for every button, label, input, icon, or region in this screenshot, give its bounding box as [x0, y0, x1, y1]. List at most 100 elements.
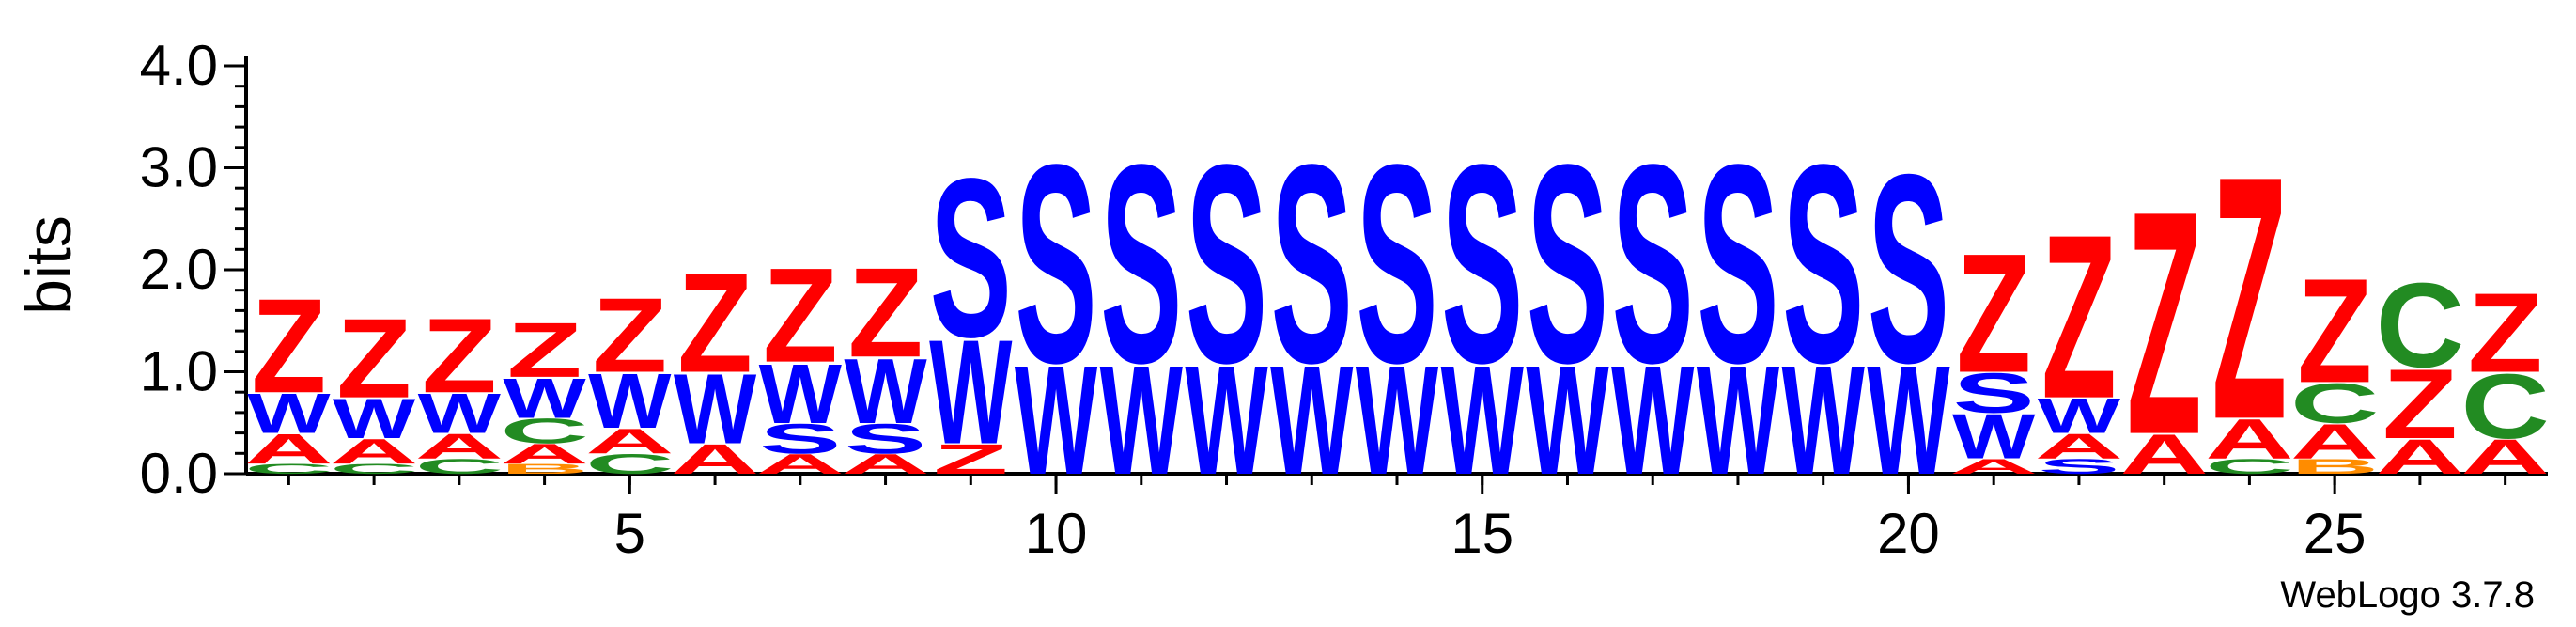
logo-glyph-S: S — [759, 415, 841, 462]
logo-column: WS — [1100, 107, 1183, 508]
y-tick-label: 0.0 — [140, 442, 218, 505]
logo-glyph-Z: Z — [336, 294, 411, 421]
y-tick-label: 2.0 — [140, 238, 218, 301]
logo-glyph-C: C — [500, 412, 588, 451]
logo-glyph-W: W — [418, 382, 502, 445]
logo-glyph-S: S — [1953, 361, 2035, 424]
logo-column: AWZ — [671, 243, 759, 483]
x-tick-label: 15 — [1451, 502, 1513, 565]
logo-glyph-W: W — [588, 357, 672, 445]
logo-glyph-S: S — [1186, 107, 1267, 423]
logo-glyph-C: C — [2290, 371, 2379, 434]
logo-glyph-W: W — [1952, 401, 2036, 473]
logo-glyph-S: S — [1015, 107, 1096, 423]
logo-glyph-S: S — [1527, 107, 1608, 423]
logo-glyph-A: A — [500, 438, 588, 470]
logo-glyph-W: W — [1526, 333, 1608, 508]
logo-glyph-C: C — [415, 455, 504, 478]
logo-glyph-S: S — [1697, 107, 1778, 423]
logo-glyph-S: S — [1868, 119, 1949, 419]
logo-glyph-W: W — [674, 354, 757, 464]
y-tick-label: 4.0 — [140, 34, 218, 97]
logo-glyph-C: C — [330, 461, 418, 477]
y-axis: 0.0 1.0 2.0 3.0 4.0 — [140, 34, 248, 505]
logo-column: WS — [1611, 107, 1694, 508]
logo-glyph-A: A — [585, 422, 674, 462]
logo-glyph-Z: Z — [677, 243, 753, 402]
logo-glyph-S: S — [845, 415, 926, 462]
logo-glyph-A: A — [1949, 455, 2038, 478]
logo-glyph-W: W — [844, 340, 927, 443]
logo-glyph-W: W — [1867, 333, 1949, 508]
logo-glyph-C: C — [2376, 259, 2464, 392]
logo-glyph-W: W — [2038, 388, 2121, 444]
logo-column: ACZ — [2460, 269, 2549, 484]
y-tick-label: 3.0 — [140, 136, 218, 199]
logo-glyph-S: S — [1612, 107, 1694, 423]
logo-glyph-Z: Z — [2468, 269, 2543, 396]
logo-glyph-Z: Z — [763, 241, 838, 391]
logo-glyph-A: A — [244, 425, 333, 473]
x-axis: 5 10 15 20 25 — [246, 472, 2548, 565]
logo-glyph-S: S — [1100, 107, 1182, 423]
logo-glyph-W: W — [1611, 333, 1694, 508]
logo-column: WS — [1015, 107, 1097, 508]
logo-glyph-A: A — [2205, 407, 2293, 470]
weblogo-credit: WebLogo 3.7.8 — [2280, 574, 2535, 616]
logo-glyph-Z: Z — [251, 272, 326, 422]
logo-glyph-A: A — [2035, 427, 2123, 466]
logo-glyph-W: W — [1100, 333, 1183, 508]
logo-column: AZ — [2119, 145, 2208, 501]
logo-glyph-Z: Z — [933, 435, 1008, 483]
logo-glyph-C: C — [2460, 355, 2549, 458]
logo-column: CAZ — [2205, 103, 2293, 492]
logo-glyph-W: W — [1270, 333, 1353, 508]
logo-glyph-Z: Z — [848, 242, 923, 384]
logo-column: WS — [1185, 107, 1267, 508]
logo-glyph-Z: Z — [507, 307, 582, 394]
logo-column: WS — [1867, 119, 1949, 507]
logo-glyph-W: W — [759, 346, 842, 441]
logo-glyph-B: B — [2290, 455, 2379, 478]
logo-glyph-C: C — [585, 448, 674, 480]
logo-glyph-Z: Z — [2211, 103, 2287, 492]
logo-glyph-A: A — [2460, 430, 2549, 485]
logo-glyph-S: S — [2038, 455, 2119, 478]
x-tick-label: 10 — [1025, 502, 1088, 565]
logo-glyph-Z: Z — [2297, 248, 2372, 415]
logo-column: WS — [1356, 107, 1438, 508]
logo-column: ZWS — [929, 132, 1013, 483]
logo-glyph-C: C — [244, 461, 333, 477]
logo-column: WS — [1526, 107, 1608, 508]
logo-glyph-S: S — [930, 132, 1012, 385]
logo-glyph-S: S — [1782, 107, 1864, 423]
logo-column: WS — [1441, 107, 1524, 508]
x-tick-label: 20 — [1877, 502, 1940, 565]
logo-column: WS — [1782, 107, 1865, 508]
logo-glyph-W: W — [1356, 333, 1438, 508]
logo-glyph-W: W — [503, 367, 586, 430]
logo-glyph-Z: Z — [2127, 145, 2202, 501]
logo-glyph-A: A — [2119, 423, 2208, 486]
logo-column: WS — [1270, 107, 1353, 508]
logo-glyph-Z: Z — [2382, 349, 2458, 460]
y-tick-label: 1.0 — [140, 340, 218, 403]
logo-glyph-S: S — [1271, 107, 1353, 423]
logo-glyph-Z: Z — [592, 275, 667, 395]
logo-glyph-S: S — [1356, 107, 1437, 423]
logo-glyph-A: A — [2376, 430, 2464, 485]
logo-glyph-B: B — [500, 461, 588, 477]
logo-glyph-W: W — [1015, 333, 1097, 508]
logo-glyph-W: W — [247, 382, 331, 445]
x-tick-label: 5 — [614, 502, 645, 565]
logo-glyph-A: A — [415, 427, 504, 466]
logo-glyph-Z: Z — [422, 296, 497, 415]
